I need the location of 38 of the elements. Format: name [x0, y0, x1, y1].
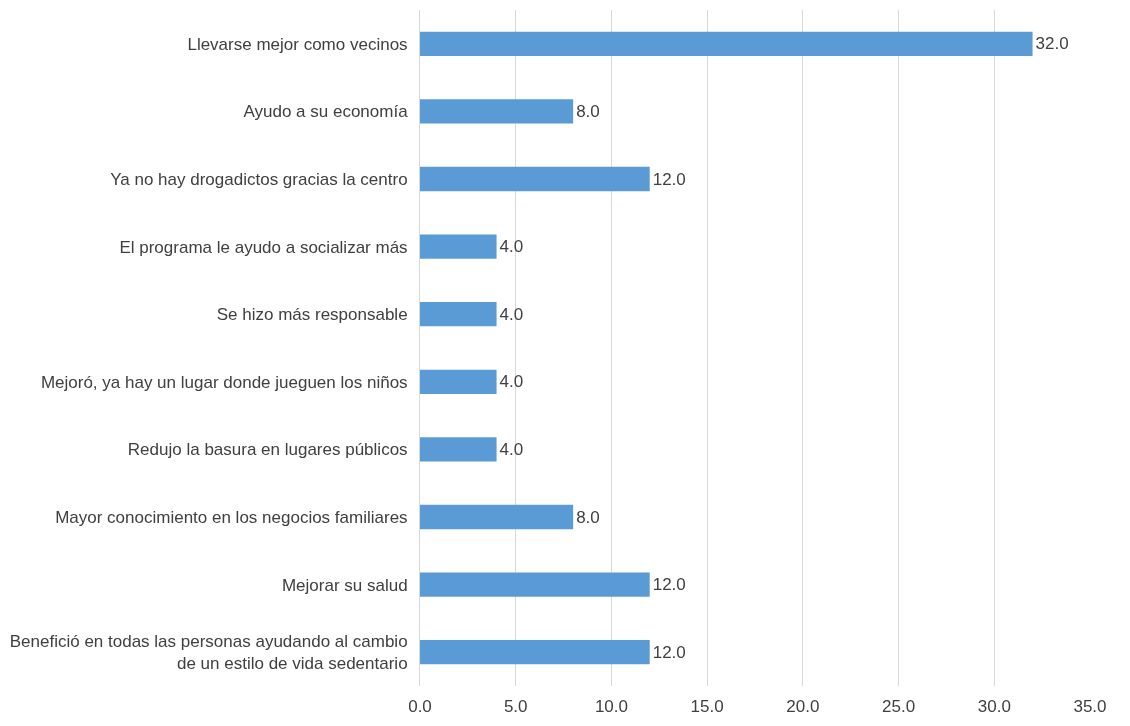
data-label: 32.0 — [1035, 34, 1069, 54]
x-tick-label: 35.0 — [1073, 697, 1107, 716]
bar — [420, 99, 574, 124]
y-tick-label: Ya no hay drogadictos gracias la centro — [110, 169, 408, 189]
y-tick-label: Redujo la basura en lugares públicos — [127, 440, 408, 460]
data-label: 4.0 — [499, 237, 524, 257]
bar — [420, 640, 650, 665]
y-tick-label: Llevarse mejor como vecinos — [187, 34, 408, 54]
y-tick-label: Benefició en todas las personas ayudando al cambio de un estilo de vida sedentario — [9, 632, 408, 674]
data-label: 8.0 — [576, 507, 600, 527]
data-label: 12.0 — [652, 642, 686, 662]
bar — [420, 166, 650, 192]
data-label: 12.0 — [652, 169, 686, 189]
bar — [420, 234, 497, 259]
y-tick-label: El programa le ayudo a socializar más — [119, 237, 408, 257]
x-tick-label: 20.0 — [786, 697, 820, 716]
data-label: 4.0 — [499, 304, 524, 324]
x-tick-label: 10.0 — [594, 697, 628, 716]
data-label: 12.0 — [652, 575, 686, 595]
x-tick-label: 5.0 — [503, 697, 528, 716]
y-tick-label: Mayor conocimiento en los negocios familiares — [55, 507, 408, 527]
bar — [420, 572, 650, 597]
bar — [420, 302, 497, 327]
data-label: 4.0 — [499, 439, 524, 459]
y-tick-label: Mejorar su salud — [281, 575, 408, 595]
y-tick-label: Se hizo más responsable — [216, 305, 408, 325]
bar — [420, 31, 1033, 56]
x-tick-label: 25.0 — [882, 697, 916, 716]
data-label: 4.0 — [499, 372, 524, 392]
x-tick-label: 15.0 — [690, 697, 724, 716]
bar — [420, 437, 497, 462]
x-tick-label: 0.0 — [408, 697, 432, 716]
bar — [420, 369, 497, 394]
bar — [420, 504, 574, 530]
data-label: 8.0 — [576, 101, 600, 121]
y-tick-label: Mejoró, ya hay un lugar donde jueguen los niños — [40, 372, 408, 392]
x-tick-label: 30.0 — [977, 697, 1011, 716]
y-tick-label: Ayudo a su economía — [243, 102, 409, 122]
